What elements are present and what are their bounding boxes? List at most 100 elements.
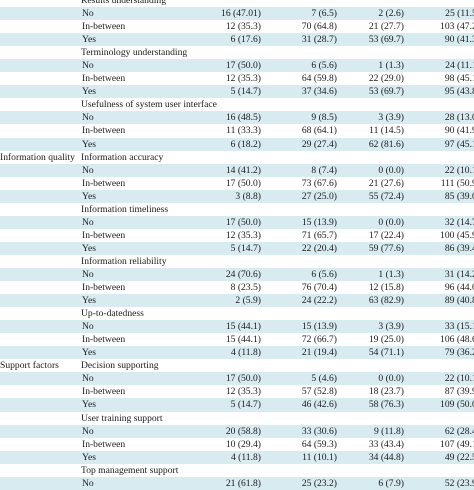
table-cell: 3 (3.9) bbox=[378, 321, 404, 333]
response-label: In-between bbox=[82, 229, 126, 241]
table-cell: 25 (23.2) bbox=[301, 477, 337, 489]
table-cell: 4 (11.8) bbox=[230, 347, 261, 359]
table-row: In-between 12 (35.3) 71 (65.7) 17 (22.4) 100… bbox=[0, 229, 474, 242]
response-label: In-between bbox=[82, 125, 126, 137]
table-cell: 90 (41.3) bbox=[444, 34, 474, 46]
table-cell: 109 (50.0) bbox=[440, 399, 474, 411]
table-cell: 8 (7.4) bbox=[311, 164, 337, 176]
table-cell: 53 (69.7) bbox=[368, 86, 404, 98]
response-label: No bbox=[82, 268, 94, 280]
table-cell: 18 (23.7) bbox=[368, 386, 404, 398]
response-label: Yes bbox=[82, 242, 96, 254]
table-cell: 0 (0.0) bbox=[378, 216, 404, 228]
table-cell: 33 (30.6) bbox=[301, 425, 337, 437]
table-row: No 24 (70.6) 6 (5.6) 1 (1.3) 31 (14.2) bbox=[0, 267, 474, 282]
table-cell: 22 (29.0) bbox=[368, 73, 404, 85]
table-row: Yes 6 (18.2) 29 (27.4) 62 (81.6) 97 (45.1) bbox=[0, 137, 474, 151]
table-cell: 17 (50.0) bbox=[225, 60, 261, 72]
table-cell: 17 (50.0) bbox=[225, 177, 261, 189]
table-row: Yes 2 (5.9) 24 (22.2) 63 (82.9) 89 (40.8) bbox=[0, 294, 474, 308]
table-cell: 29 (27.4) bbox=[301, 138, 337, 150]
table-cell: 14 (41.2) bbox=[225, 164, 261, 176]
table-cell: 11 (33.3) bbox=[226, 125, 261, 137]
response-label: Yes bbox=[82, 399, 96, 411]
table-cell: 6 (5.6) bbox=[311, 60, 337, 72]
table-cell: 1 (1.3) bbox=[378, 268, 404, 280]
table-row: Yes 6 (17.6) 31 (28.7) 53 (69.7) 90 (41.3) bbox=[0, 33, 474, 47]
table-row: User training support bbox=[0, 412, 474, 425]
table-cell: 107 (49.1) bbox=[440, 438, 474, 450]
table-row: No 14 (41.2) 8 (7.4) 0 (0.0) 22 (10.1) bbox=[0, 163, 474, 177]
response-label: In-between bbox=[82, 282, 126, 294]
table-cell: 64 (59.8) bbox=[301, 73, 337, 85]
table-cell: 15 (13.9) bbox=[301, 321, 337, 333]
table-cell: 76 (70.4) bbox=[301, 282, 337, 294]
table-cell: 0 (0.0) bbox=[378, 164, 404, 176]
table-cell: 19 (25.0) bbox=[368, 334, 404, 346]
table-row: In-between 12 (35.3) 64 (59.8) 22 (29.0) 98 … bbox=[0, 72, 474, 85]
table-cell: 11 (10.1) bbox=[302, 451, 337, 463]
response-label: No bbox=[82, 321, 94, 333]
response-label: No bbox=[82, 112, 94, 124]
table-row: Yes 4 (11.8) 21 (19.4) 54 (71.1) 79 (36.2) bbox=[0, 346, 474, 360]
table-cell: 16 (47.01) bbox=[221, 8, 261, 20]
item-label: Usefulness of system user interface bbox=[81, 99, 217, 111]
category-label: Support factors bbox=[0, 360, 59, 372]
table-cell: 37 (34.6) bbox=[301, 86, 337, 98]
item-label: Information timeliness bbox=[81, 203, 169, 215]
table-row: No 21 (61.8) 25 (23.2) 6 (7.9) 52 (23.9) bbox=[0, 476, 474, 490]
response-label: No bbox=[82, 477, 94, 489]
response-label: Yes bbox=[82, 295, 96, 307]
table-cell: 6 (7.9) bbox=[378, 477, 404, 489]
table-cell: 21 (27.6) bbox=[368, 177, 404, 189]
table-cell: 86 (39.4) bbox=[444, 242, 474, 254]
table-cell: 9 (8.5) bbox=[311, 112, 337, 124]
table-cell: 52 (23.9) bbox=[444, 477, 474, 489]
table-row: Yes 4 (11.8) 11 (10.1) 34 (44.8) 49 (22.5) bbox=[0, 450, 474, 464]
table-row: No 16 (47.01) 7 (6.5) 2 (2.6) 25 (11.5) bbox=[0, 7, 474, 21]
table-cell: 21 (19.4) bbox=[301, 347, 337, 359]
table-cell: 73 (67.6) bbox=[301, 177, 337, 189]
table-cell: 3 (8.8) bbox=[235, 190, 261, 202]
table-cell: 15 (44.1) bbox=[225, 321, 261, 333]
item-label: User training support bbox=[81, 412, 163, 424]
table-cell: 0 (0.0) bbox=[378, 373, 404, 385]
table-cell: 97 (45.1) bbox=[444, 138, 474, 150]
table-row: Top management support bbox=[0, 464, 474, 477]
table-cell: 87 (39.9) bbox=[444, 386, 474, 398]
table-row: Yes 3 (8.8) 27 (25.0) 55 (72.4) 85 (39.0) bbox=[0, 189, 474, 203]
response-label: Yes bbox=[82, 451, 96, 463]
table-row: Terminology understanding bbox=[0, 46, 474, 59]
item-label: Decision supporting bbox=[81, 360, 159, 372]
table-row: Information timeliness bbox=[0, 203, 474, 216]
table-cell: 21 (27.7) bbox=[368, 21, 404, 33]
response-label: No bbox=[82, 8, 94, 20]
table-row: In-between 12 (35.3) 70 (64.8) 21 (27.7) 103… bbox=[0, 20, 474, 33]
table-cell: 6 (18.2) bbox=[230, 138, 261, 150]
table-cell: 3 (3.9) bbox=[378, 112, 404, 124]
table-cell: 71 (65.7) bbox=[301, 229, 337, 241]
table-cell: 8 (23.5) bbox=[230, 282, 261, 294]
table-row: No 15 (44.1) 15 (13.9) 3 (3.9) 33 (15.1) bbox=[0, 320, 474, 334]
table-cell: 5 (14.7) bbox=[230, 399, 261, 411]
table-cell: 68 (64.1) bbox=[301, 125, 337, 137]
table-cell: 55 (72.4) bbox=[368, 190, 404, 202]
table-cell: 34 (44.8) bbox=[368, 451, 404, 463]
table-row: Results understanding bbox=[0, 0, 474, 7]
response-label: Yes bbox=[82, 138, 96, 150]
table-cell: 12 (35.3) bbox=[225, 386, 261, 398]
response-label: In-between bbox=[82, 438, 126, 450]
table-row: In-between 15 (44.1) 72 (66.7) 19 (25.0) 106… bbox=[0, 333, 474, 346]
table-cell: 27 (25.0) bbox=[301, 190, 337, 202]
table-cell: 16 (48.5) bbox=[225, 112, 261, 124]
table-cell: 24 (22.2) bbox=[301, 295, 337, 307]
table-cell: 24 (70.6) bbox=[225, 268, 261, 280]
table-cell: 2 (5.9) bbox=[235, 295, 261, 307]
table-cell: 28 (13.0) bbox=[444, 112, 474, 124]
table-row: Up-to-datedness bbox=[0, 307, 474, 320]
table-cell: 95 (43.8) bbox=[444, 86, 474, 98]
table-cell: 89 (40.8) bbox=[444, 295, 474, 307]
table-cell: 58 (76.3) bbox=[368, 399, 404, 411]
table-row: No 17 (50.0) 15 (13.9) 0 (0.0) 32 (14.7) bbox=[0, 215, 474, 229]
table-cell: 24 (11.1) bbox=[445, 60, 474, 72]
